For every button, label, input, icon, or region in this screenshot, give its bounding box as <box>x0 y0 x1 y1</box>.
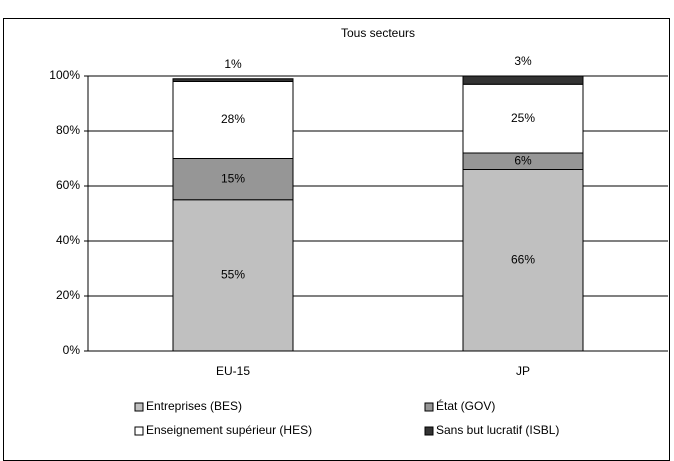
y-tick-label: 0% <box>63 343 81 357</box>
y-tick-label: 40% <box>56 233 80 247</box>
value-label: 3% <box>514 54 532 68</box>
value-label: 66% <box>511 252 535 266</box>
bar-segment <box>172 81 294 159</box>
legend-label: Entreprises (BES) <box>146 399 242 413</box>
y-tick-label: 60% <box>56 178 80 192</box>
legend-swatch <box>134 402 144 412</box>
bar-segment <box>462 75 584 85</box>
y-tick-label: 100% <box>49 68 80 82</box>
bar-segment <box>462 83 584 154</box>
bar-segment <box>462 169 584 352</box>
y-tick-label: 20% <box>56 288 80 302</box>
y-tick-label: 80% <box>56 123 80 137</box>
legend-swatch <box>424 426 434 436</box>
value-label: 1% <box>224 57 242 71</box>
legend-swatch <box>134 426 144 436</box>
value-label: 28% <box>221 112 245 126</box>
legend-label: Sans but lucratif (ISBL) <box>436 423 559 437</box>
value-label: 6% <box>514 153 532 167</box>
value-label: 15% <box>221 171 245 185</box>
legend-label: État (GOV) <box>436 398 495 413</box>
legend-swatch <box>424 402 434 412</box>
bar-segment <box>172 78 294 82</box>
legend-label: Enseignement supérieur (HES) <box>146 423 312 437</box>
chart-title: Tous secteurs <box>341 26 415 40</box>
x-tick-label: JP <box>516 364 530 378</box>
value-label: 55% <box>221 268 245 282</box>
bar-segment <box>172 199 294 352</box>
value-label: 25% <box>511 111 535 125</box>
x-tick-label: EU-15 <box>216 364 250 378</box>
